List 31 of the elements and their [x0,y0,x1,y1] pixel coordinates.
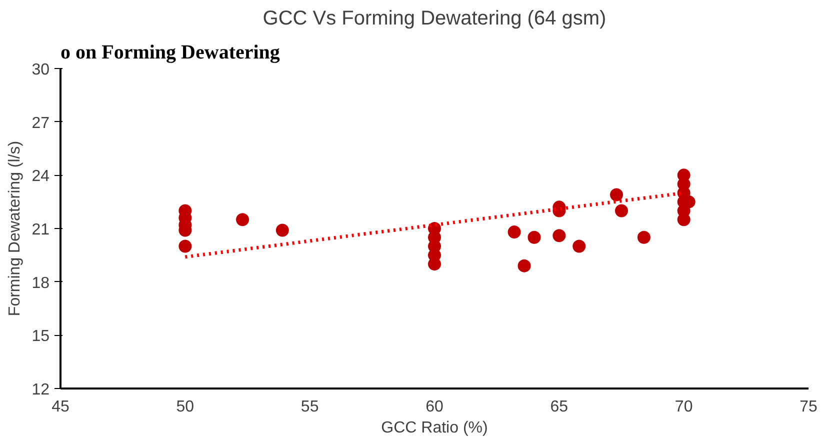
point [508,226,521,239]
x-tick-label: 70 [674,398,693,416]
point [572,240,586,253]
y-tick-label: 18 [32,274,50,292]
x-tick-label: 75 [800,398,818,416]
point [276,224,289,237]
point [428,258,441,271]
text: o on Forming Dewatering [60,42,280,64]
point [552,229,566,242]
x-tick-label: 65 [550,398,568,416]
point [677,213,690,226]
point [637,230,650,244]
point [615,204,628,218]
point [610,188,624,202]
x-tick-label: 55 [300,398,319,416]
chart-title: GCC Vs Forming Dewatering (64 gsm) [262,8,606,30]
y-tick-label: 27 [32,114,50,132]
x-tick-label: 50 [176,398,194,416]
point [236,213,250,226]
y-tick-label: 24 [32,168,50,186]
y-tick-label: 21 [32,222,50,238]
y-tick-label: 15 [32,328,50,346]
x-axis-title: GCC Ratio (%) [381,420,488,436]
point [178,240,192,253]
point [528,230,541,244]
y-tick-label: 30 [32,62,50,78]
y-axis-title: Forming Dewatering (l/s) [6,140,24,316]
point [518,259,531,272]
x-tick-label: 60 [426,398,444,416]
x-tick-label: 45 [52,398,70,416]
y-tick-label: 12 [32,382,50,398]
